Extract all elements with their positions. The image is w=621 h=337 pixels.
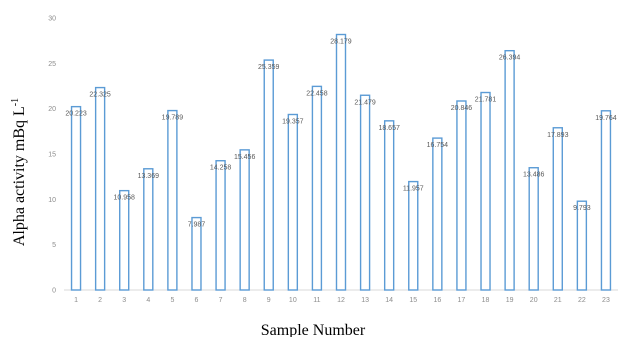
bar-sample-9 [263, 59, 274, 291]
data-label-sample-13: 21.479 [354, 99, 376, 106]
bar-sample-2 [94, 86, 106, 291]
x-tick-label: 22 [578, 297, 586, 304]
data-label-sample-4: 13.369 [138, 173, 160, 180]
x-tick-label: 9 [267, 297, 271, 304]
data-label-sample-6: 7.987 [188, 222, 206, 229]
x-tick-label: 23 [602, 297, 610, 304]
data-label-sample-8: 15.456 [234, 154, 256, 161]
x-tick-label: 15 [409, 297, 417, 304]
data-labels-group: 20.223 22.325 10.958 13.369 19.789 7.987 14.25… [65, 39, 616, 229]
x-tick-label: 4 [146, 297, 150, 304]
data-label-sample-5: 19.789 [162, 115, 184, 122]
y-tick-label: 15 [48, 152, 56, 159]
bar-sample-6 [191, 216, 202, 291]
x-tick-label: 14 [385, 297, 393, 304]
x-tick-label: 8 [243, 297, 247, 304]
data-label-sample-15: 11.957 [403, 186, 424, 193]
bar-sample-4 [143, 168, 154, 291]
y-axis-ticks: 0 5 10 15 20 25 30 [48, 16, 56, 295]
bar-sample-1 [70, 105, 82, 291]
bar-sample-12 [335, 33, 347, 291]
bar-sample-17 [456, 100, 467, 291]
data-label-sample-2: 22.325 [89, 92, 111, 99]
x-tick-label: 20 [530, 297, 538, 304]
x-tick-label: 7 [219, 297, 223, 304]
bar-sample-3 [119, 189, 130, 291]
x-tick-label: 16 [433, 297, 441, 304]
data-label-sample-23: 19.764 [595, 115, 617, 122]
bar-sample-20 [528, 167, 539, 291]
bar-sample-15 [408, 180, 419, 291]
x-tick-label: 12 [337, 297, 345, 304]
data-label-sample-17: 20.846 [451, 105, 473, 112]
x-tick-label: 11 [313, 297, 320, 304]
x-tick-label: 13 [361, 297, 369, 304]
data-label-sample-20: 13.486 [523, 172, 545, 179]
data-label-sample-16: 16.754 [427, 142, 449, 149]
x-axis-title: Sample Number [261, 322, 366, 337]
bar-sample-5 [167, 109, 178, 291]
x-tick-label: 19 [506, 297, 514, 304]
x-tick-label: 18 [482, 297, 490, 304]
x-tick-label: 10 [289, 297, 297, 304]
data-label-sample-10: 19.357 [282, 118, 304, 125]
data-label-sample-9: 25.359 [258, 64, 280, 71]
y-axis-title: Alpha activity mBq L-1 [10, 98, 28, 246]
bar-sample-19 [504, 49, 515, 291]
data-label-sample-18: 21.781 [475, 97, 497, 104]
bar-sample-8 [239, 149, 250, 291]
x-tick-label: 1 [74, 297, 78, 304]
x-tick-label: 17 [458, 297, 466, 304]
x-tick-label: 5 [170, 297, 174, 304]
data-label-sample-19: 26.394 [499, 55, 521, 62]
data-label-sample-21: 17.893 [547, 132, 569, 139]
bar-sample-11 [311, 85, 323, 291]
bar-sample-23 [600, 110, 612, 291]
y-tick-label: 5 [52, 242, 56, 249]
bar-sample-7 [215, 160, 226, 291]
bar-sample-21 [552, 127, 563, 291]
y-axis-title-main: Alpha activity mBq L [11, 106, 28, 246]
data-label-sample-3: 10.958 [114, 195, 136, 202]
data-label-sample-14: 18.657 [378, 125, 400, 132]
x-axis-ticks: 1 2 3 4 5 6 7 8 9 10 11 12 13 14 15 16 17 18 19 20 21 22 23 [74, 297, 610, 304]
bar-sample-16 [432, 137, 443, 291]
y-tick-label: 25 [48, 61, 56, 68]
y-tick-label: 30 [48, 16, 56, 23]
bar-sample-22 [576, 200, 588, 291]
data-label-sample-11: 22.458 [306, 90, 328, 97]
y-axis-title-superscript: -1 [10, 98, 21, 106]
bars-group [70, 33, 612, 291]
data-label-sample-22: 9.793 [573, 205, 591, 212]
y-tick-label: 10 [48, 197, 56, 204]
x-tick-label: 2 [98, 297, 102, 304]
y-tick-label: 0 [52, 288, 56, 295]
bar-sample-18 [480, 91, 491, 291]
data-label-sample-1: 20.223 [65, 111, 87, 118]
bar-sample-10 [287, 113, 299, 291]
bar-sample-14 [383, 120, 395, 291]
data-label-sample-12: 28.179 [330, 39, 352, 46]
x-tick-label: 21 [554, 297, 562, 304]
bar-sample-13 [359, 94, 371, 291]
data-label-sample-7: 14.258 [210, 165, 232, 172]
x-tick-label: 3 [122, 297, 126, 304]
y-tick-label: 20 [48, 106, 56, 113]
x-tick-label: 6 [195, 297, 199, 304]
